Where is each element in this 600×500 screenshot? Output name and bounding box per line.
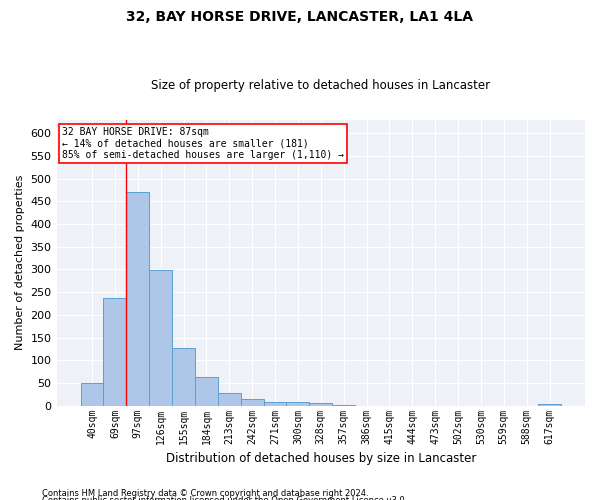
X-axis label: Distribution of detached houses by size in Lancaster: Distribution of detached houses by size …: [166, 452, 476, 465]
Bar: [263, 402, 286, 406]
Bar: [80, 384, 103, 406]
Text: Contains public sector information licensed under the Open Government Licence v3: Contains public sector information licen…: [42, 496, 407, 500]
Text: 32 BAY HORSE DRIVE: 87sqm
← 14% of detached houses are smaller (181)
85% of semi: 32 BAY HORSE DRIVE: 87sqm ← 14% of detac…: [62, 126, 344, 160]
Y-axis label: Number of detached properties: Number of detached properties: [15, 175, 25, 350]
Bar: [538, 404, 561, 406]
Text: Contains HM Land Registry data © Crown copyright and database right 2024.: Contains HM Land Registry data © Crown c…: [42, 488, 368, 498]
Bar: [127, 192, 149, 406]
Title: Size of property relative to detached houses in Lancaster: Size of property relative to detached ho…: [151, 79, 490, 92]
Bar: [103, 298, 127, 406]
Bar: [286, 402, 310, 406]
Bar: [195, 378, 218, 406]
Bar: [172, 348, 195, 406]
Text: 32, BAY HORSE DRIVE, LANCASTER, LA1 4LA: 32, BAY HORSE DRIVE, LANCASTER, LA1 4LA: [127, 10, 473, 24]
Bar: [310, 404, 332, 406]
Bar: [241, 399, 263, 406]
Bar: [149, 270, 172, 406]
Bar: [218, 393, 241, 406]
